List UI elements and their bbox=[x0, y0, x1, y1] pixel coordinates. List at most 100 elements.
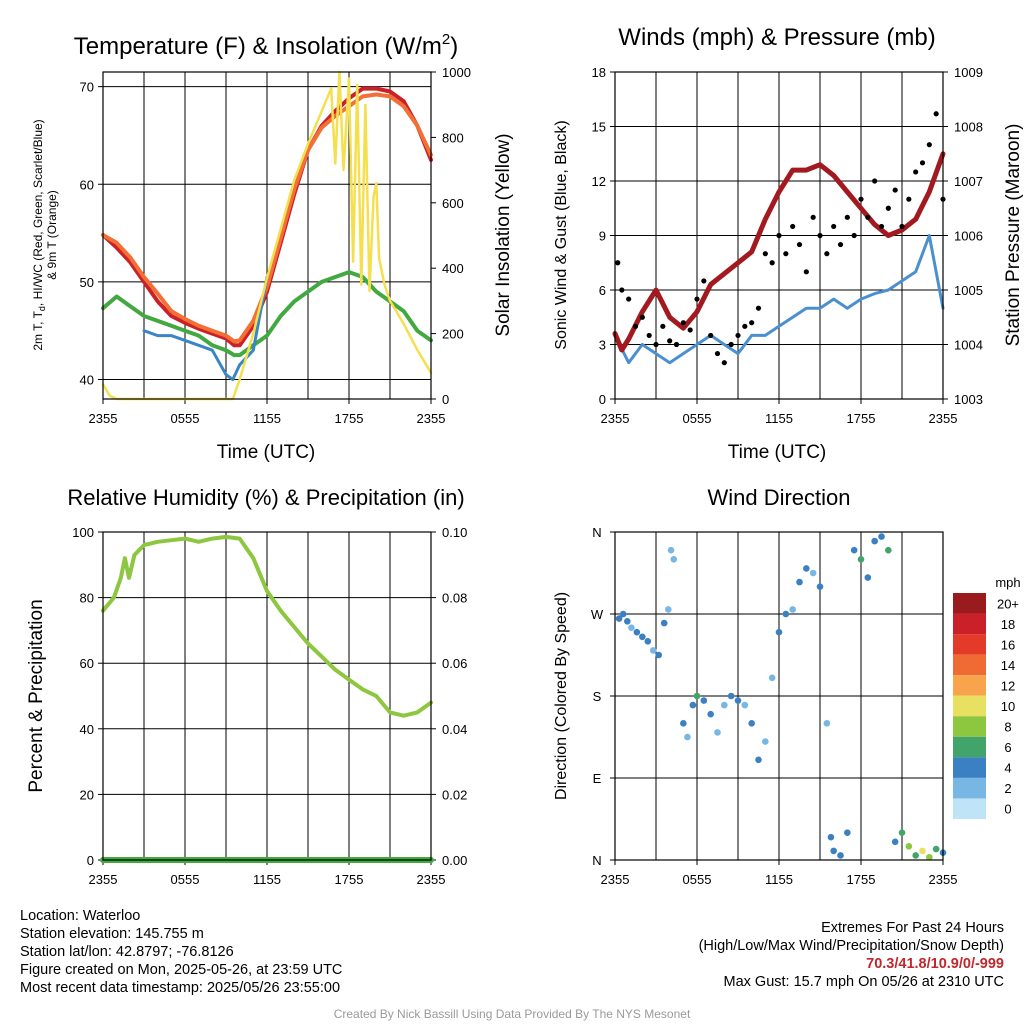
gust-point bbox=[906, 196, 912, 202]
temp-y2tick-label: 200 bbox=[442, 327, 464, 342]
gust-point bbox=[653, 341, 659, 348]
direction-point bbox=[665, 606, 672, 613]
gust-point bbox=[646, 332, 652, 339]
wind-xlabel: Time (UTC) bbox=[728, 442, 827, 463]
temp-ytick-label: 60 bbox=[80, 177, 94, 192]
station-info: Location: Waterloo Station elevation: 14… bbox=[20, 907, 342, 997]
station-elevation: Station elevation: 145.755 m bbox=[20, 926, 204, 942]
extremes-values: 70.3/41.8/10.9/0/-999 bbox=[866, 956, 1004, 972]
gust-point bbox=[687, 327, 693, 333]
direction-point bbox=[871, 537, 878, 545]
colorbar-label: 10 bbox=[1001, 699, 1015, 714]
temperature-ylabel: 2m T, Td, HI/WC (Red, Green, Scarlet/Blu… bbox=[31, 119, 47, 350]
gust-point bbox=[899, 223, 905, 230]
temp-y2tick-label: 800 bbox=[442, 130, 464, 145]
gust-point bbox=[619, 287, 625, 293]
gust-point bbox=[728, 341, 734, 348]
rh-y2tick-label: 0.02 bbox=[442, 787, 467, 802]
rh-y2tick-label: 0.04 bbox=[442, 722, 467, 737]
direction-point bbox=[689, 701, 697, 709]
gust-point bbox=[615, 260, 621, 266]
wind-xtick-label: 0555 bbox=[683, 411, 712, 426]
direction-point bbox=[755, 756, 762, 764]
temp-xtick-label: 2355 bbox=[417, 411, 446, 426]
colorbar-swatch bbox=[953, 716, 986, 737]
direction-point bbox=[655, 651, 663, 659]
temp-plot-border bbox=[102, 71, 432, 400]
direction-point bbox=[633, 628, 641, 636]
wind-y2tick-label: 1009 bbox=[954, 65, 983, 80]
temp-ytick-label: 70 bbox=[80, 80, 94, 95]
temperature-panel: Temperature (F) & Insolation (W/m2) 2m T… bbox=[31, 31, 514, 463]
rh-plot-border bbox=[102, 531, 432, 861]
direction-point bbox=[680, 720, 687, 727]
rh-xtick-label: 1155 bbox=[253, 872, 281, 887]
gust-point bbox=[762, 251, 768, 257]
gust-point bbox=[680, 320, 686, 326]
wind-ytick-label: 0 bbox=[599, 392, 606, 407]
gust-point bbox=[817, 232, 823, 239]
direction-point bbox=[850, 546, 858, 554]
dir-xtick-label: 0555 bbox=[683, 872, 712, 887]
wind-ytick-label: 12 bbox=[592, 174, 606, 189]
colorbar-label: 18 bbox=[1001, 617, 1015, 632]
direction-point bbox=[919, 847, 926, 855]
gust-point bbox=[714, 350, 721, 357]
wind-plot-border bbox=[614, 71, 944, 400]
gust-point bbox=[639, 314, 645, 320]
dir-xtick-label: 2355 bbox=[601, 872, 630, 887]
gust-point bbox=[708, 332, 714, 339]
gust-point bbox=[885, 205, 891, 211]
gust-point bbox=[837, 241, 844, 248]
direction-point bbox=[864, 574, 872, 581]
wind-y2tick-label: 1008 bbox=[954, 120, 983, 135]
wind-xtick-label: 1155 bbox=[765, 411, 793, 426]
temp-xtick-label: 1155 bbox=[253, 411, 281, 426]
temp-xtick-label: 1755 bbox=[335, 411, 364, 426]
gust-point bbox=[701, 278, 707, 284]
gust-point bbox=[831, 223, 837, 230]
temperature-panel-title: Temperature (F) & Insolation (W/m2) bbox=[74, 31, 458, 60]
direction-point bbox=[762, 738, 769, 745]
gust-point bbox=[769, 260, 775, 266]
direction-point bbox=[721, 701, 728, 709]
rh-ytick-label: 40 bbox=[80, 722, 94, 737]
direction-ylabel: Direction (Colored By Speed) bbox=[553, 592, 570, 800]
direction-point bbox=[714, 729, 721, 736]
gust-point bbox=[735, 332, 741, 339]
station-latlon: Station lat/lon: 42.8797; -76.8126 bbox=[20, 944, 234, 960]
direction-point bbox=[628, 624, 635, 631]
direction-point bbox=[624, 617, 631, 625]
insolation-line bbox=[101, 70, 433, 401]
colorbar-label: 2 bbox=[1004, 781, 1011, 796]
gust-point bbox=[776, 232, 782, 239]
rh-xtick-label: 2355 bbox=[89, 872, 118, 887]
gust-point bbox=[872, 178, 878, 184]
direction-point bbox=[885, 546, 892, 554]
colorbar-swatch bbox=[953, 654, 986, 676]
wind-xtick-label: 2355 bbox=[601, 411, 630, 426]
gust-point bbox=[626, 296, 632, 302]
colorbar-swatch bbox=[953, 798, 986, 819]
direction-point bbox=[693, 692, 701, 700]
wind-ytick-label: 6 bbox=[599, 283, 606, 298]
rh-y2tick-label: 0.08 bbox=[442, 591, 467, 606]
pressure-line bbox=[612, 151, 946, 353]
rh-xtick-label: 0555 bbox=[171, 872, 200, 887]
direction-point bbox=[741, 701, 749, 709]
gust-point bbox=[660, 323, 666, 329]
wind-y2tick-label: 1004 bbox=[954, 338, 983, 353]
colorbar-swatch bbox=[953, 634, 986, 655]
gust-point bbox=[749, 320, 755, 326]
gust-point bbox=[824, 251, 830, 257]
colorbar-label: 14 bbox=[1001, 658, 1015, 673]
gust-point bbox=[878, 223, 885, 230]
wind-ylabel: Sonic Wind & Gust (Blue, Black) bbox=[553, 120, 570, 349]
gust-point bbox=[694, 296, 700, 302]
temp-y2tick-label: 0 bbox=[442, 392, 449, 407]
gust-point bbox=[721, 360, 727, 366]
extremes-subheading: (High/Low/Max Wind/Precipitation/Snow De… bbox=[698, 938, 1004, 954]
humidity-ylabel: Percent & Precipitation bbox=[26, 599, 47, 792]
direction-point bbox=[649, 647, 657, 654]
